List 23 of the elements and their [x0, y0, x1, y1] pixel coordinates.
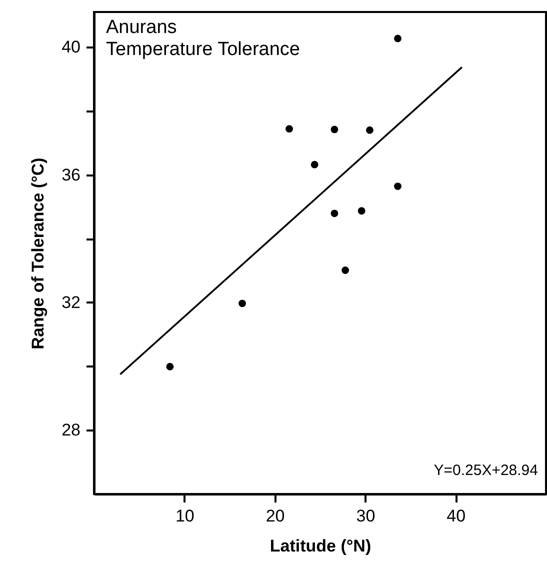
point: [310, 160, 318, 168]
y-tick-label: 36: [62, 165, 80, 184]
y-tick-label: 32: [62, 292, 80, 312]
point: [330, 126, 338, 134]
y-axis-title: Range of Tolerance (°C): [28, 158, 48, 350]
point: [394, 34, 402, 42]
y-tick-label: 28: [62, 420, 80, 440]
x-tick-label: 10: [175, 506, 194, 526]
point: [358, 207, 366, 215]
point: [238, 300, 246, 308]
y-tick-label: 40: [62, 38, 80, 57]
point: [342, 266, 350, 274]
x-tick-label: 20: [266, 506, 285, 526]
x-tick-label: 30: [356, 506, 376, 526]
point: [330, 210, 338, 218]
point: [166, 362, 174, 370]
point: [366, 126, 374, 134]
text: Anurans Temperature Tolerance: [106, 17, 300, 60]
point: [394, 182, 402, 190]
x-axis-title: Latitude (°N): [270, 536, 372, 556]
x-tick-label: 40: [446, 506, 466, 526]
annotation: Y=0.25X+28.94: [434, 462, 538, 479]
point: [286, 125, 293, 133]
